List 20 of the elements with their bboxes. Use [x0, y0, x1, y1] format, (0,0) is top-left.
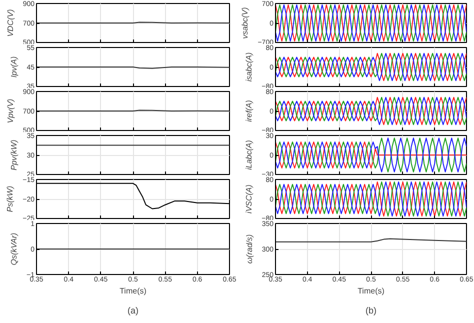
y-axis-title: isabc(A): [244, 52, 254, 82]
y-axis-title: iLabc(A): [244, 140, 254, 170]
y-axis-title: Ppv(kW): [10, 139, 19, 170]
x-axis-title: Time(s): [358, 286, 385, 296]
y-axis-title: Ps(kW): [6, 186, 15, 212]
text: (b): [366, 306, 377, 316]
line-series: [276, 52, 466, 82]
y-axis-title: vsabc(V): [240, 6, 250, 39]
x-axis-title: Time(s): [120, 286, 147, 296]
y-axis-title: ω(rad/s): [244, 234, 254, 264]
y-axis-title: Ipv(A): [10, 56, 19, 78]
y-axis-title: iVSC(A): [244, 184, 254, 214]
line-series: [276, 4, 466, 42]
y-axis-title: Vpv(V): [6, 98, 15, 124]
text: (a): [128, 306, 139, 316]
y-axis-title: VDC(V): [6, 8, 15, 37]
line-series: [276, 96, 466, 126]
y-axis-title: Qs(kVAr): [10, 232, 19, 266]
y-axis-title: iref(A): [244, 100, 254, 122]
line-series: [276, 181, 466, 217]
